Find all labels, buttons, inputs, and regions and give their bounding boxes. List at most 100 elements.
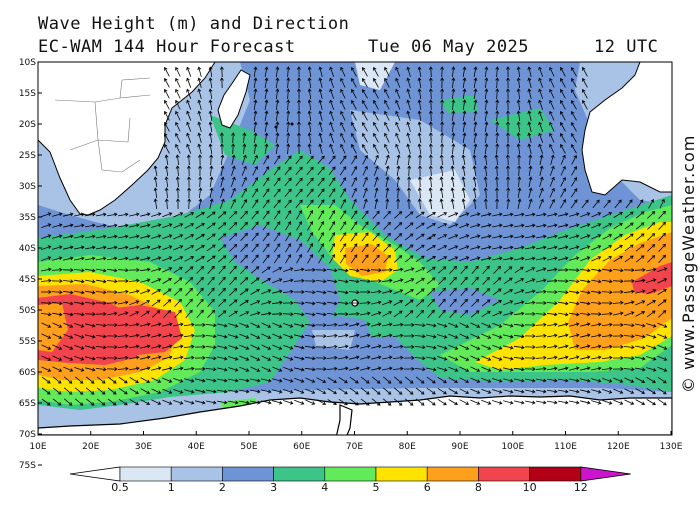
direction-arrow (273, 210, 281, 220)
direction-arrow (240, 265, 249, 274)
direction-arrow (217, 378, 228, 383)
direction-arrow (547, 312, 558, 317)
direction-arrow (151, 245, 162, 250)
direction-arrow (315, 268, 327, 273)
direction-arrow (74, 398, 84, 406)
direction-arrow (362, 100, 368, 110)
direction-arrow (426, 356, 437, 361)
direction-arrow (536, 378, 547, 383)
antarctica-landmass (38, 395, 672, 435)
direction-arrow (107, 256, 118, 261)
direction-arrow (305, 301, 316, 306)
direction-arrow (128, 267, 140, 272)
direction-arrow (623, 289, 635, 294)
direction-arrow (106, 279, 118, 284)
direction-arrow (428, 132, 433, 144)
direction-arrow (275, 110, 280, 122)
direction-arrow (525, 212, 536, 217)
direction-arrow (417, 176, 422, 188)
direction-arrow (580, 212, 591, 218)
direction-arrow (196, 276, 204, 285)
direction-arrow (307, 254, 313, 264)
direction-arrow (494, 165, 499, 177)
direction-arrow (404, 222, 414, 230)
direction-arrow (317, 155, 325, 165)
direction-arrow (305, 312, 316, 317)
direction-arrow (198, 187, 203, 199)
direction-arrow (549, 121, 555, 132)
direction-arrow (393, 267, 404, 272)
direction-arrow (361, 243, 369, 253)
direction-arrow (294, 388, 305, 394)
direction-arrow (174, 288, 183, 296)
direction-arrow (151, 322, 162, 327)
direction-arrow (590, 301, 602, 306)
direction-arrow (407, 176, 412, 188)
direction-arrow (503, 378, 514, 383)
direction-arrow (329, 110, 335, 121)
direction-arrow (304, 290, 316, 295)
direction-arrow (231, 165, 236, 176)
direction-arrow (580, 234, 591, 240)
direction-arrow (153, 198, 158, 210)
direction-arrow (613, 311, 624, 316)
direction-arrow (296, 99, 301, 111)
direction-arrow (296, 66, 301, 78)
direction-arrow (263, 166, 270, 176)
direction-arrow (373, 66, 379, 77)
direction-arrow (414, 356, 426, 361)
direction-arrow (362, 89, 368, 99)
direction-arrow (492, 288, 502, 296)
direction-arrow (261, 289, 272, 295)
direction-arrow (164, 154, 169, 165)
direction-arrow (558, 355, 569, 360)
direction-arrow (580, 290, 591, 295)
direction-arrow (315, 323, 327, 327)
direction-arrow (448, 212, 459, 218)
direction-arrow (205, 334, 217, 339)
direction-arrow (612, 268, 624, 273)
direction-arrow (140, 322, 151, 327)
direction-arrow (361, 232, 369, 242)
direction-arrow (350, 254, 358, 264)
direction-arrow (373, 88, 379, 99)
direction-arrow (41, 322, 52, 328)
direction-arrow (96, 256, 107, 261)
direction-arrow (450, 176, 455, 187)
direction-arrow (272, 289, 283, 294)
direction-arrow (437, 334, 448, 339)
legend-swatch (426, 466, 479, 482)
direction-arrow (295, 177, 303, 187)
direction-arrow (439, 154, 444, 166)
direction-arrow (374, 198, 379, 209)
direction-arrow (194, 345, 206, 349)
direction-arrow (329, 243, 336, 253)
direction-arrow (560, 154, 566, 165)
direction-arrow (558, 234, 569, 239)
direction-arrow (184, 223, 195, 229)
direction-arrow (41, 234, 52, 239)
direction-arrow (569, 245, 580, 250)
direction-arrow (460, 287, 468, 297)
direction-arrow (52, 245, 63, 250)
direction-arrow (184, 256, 195, 262)
latitude-label: 30S (19, 182, 36, 192)
direction-arrow (351, 155, 358, 165)
direction-arrow (393, 398, 403, 406)
direction-arrow (646, 334, 657, 339)
direction-arrow (591, 378, 602, 383)
direction-arrow (164, 77, 170, 88)
direction-arrow (208, 110, 213, 121)
direction-arrow (396, 165, 401, 176)
direction-arrow (471, 276, 479, 286)
direction-arrow (536, 400, 547, 405)
direction-arrow (657, 366, 668, 372)
direction-arrow (393, 310, 403, 318)
direction-arrow (349, 322, 360, 327)
direction-arrow (437, 387, 447, 395)
direction-arrow (495, 143, 500, 155)
direction-arrow (506, 66, 510, 78)
direction-arrow (241, 154, 247, 165)
direction-arrow (304, 367, 316, 372)
direction-arrow (506, 99, 510, 111)
